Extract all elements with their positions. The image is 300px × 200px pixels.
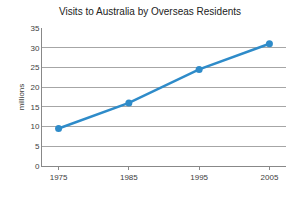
svg-text:5: 5	[35, 142, 40, 151]
svg-text:1995: 1995	[190, 173, 208, 182]
svg-text:1975: 1975	[50, 173, 68, 182]
svg-text:35: 35	[30, 24, 39, 33]
svg-text:2005: 2005	[261, 173, 279, 182]
svg-text:20: 20	[30, 83, 39, 92]
svg-text:1985: 1985	[120, 173, 138, 182]
svg-text:10: 10	[30, 122, 39, 131]
svg-text:millions: millions	[17, 84, 26, 111]
svg-text:0: 0	[35, 162, 40, 171]
svg-text:15: 15	[30, 103, 39, 112]
svg-text:30: 30	[30, 44, 39, 53]
svg-text:Visits to Australia by Oversea: Visits to Australia by Overseas Resident…	[59, 6, 241, 17]
svg-text:25: 25	[30, 63, 39, 72]
